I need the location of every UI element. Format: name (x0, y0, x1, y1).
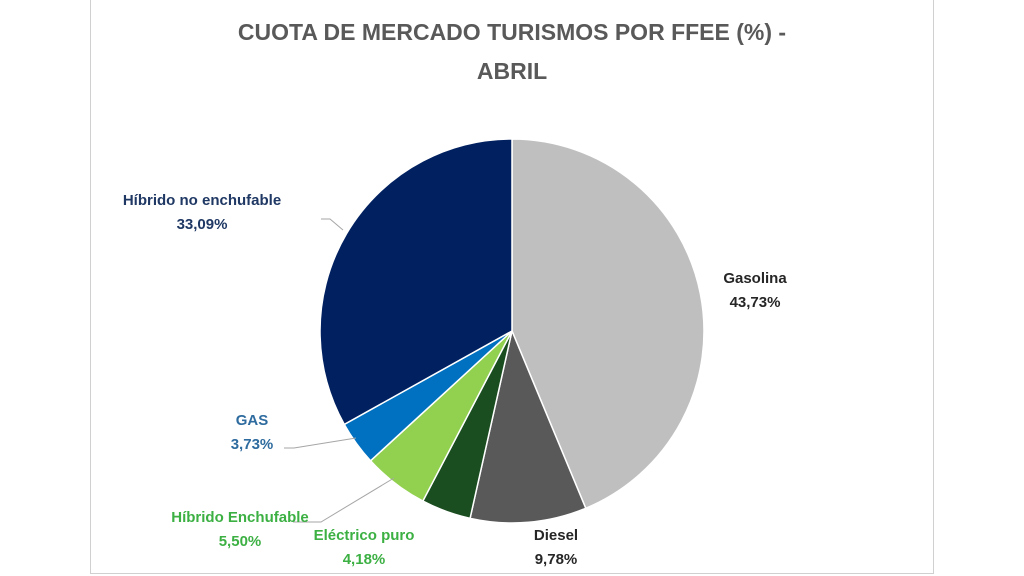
label-value-gasolina: 43,73% (730, 294, 781, 311)
label-name-hibrido-enchufable: Híbrido Enchufable (171, 509, 309, 526)
leader-line-gas (284, 437, 357, 449)
pie-slices (319, 138, 705, 524)
label-name-gas: GAS (236, 412, 269, 429)
chart-title-line-1: CUOTA DE MERCADO TURISMOS POR FFEE (%) - (238, 19, 786, 45)
leader-lines (284, 218, 395, 523)
label-value-electrico-puro: 4,18% (343, 551, 386, 568)
leader-line-hibrido-no-enchufable (321, 218, 344, 231)
slice-hibrido-no-enchufable (319, 138, 513, 426)
chart-title-line-2: ABRIL (477, 58, 547, 84)
leader-line-hibrido-enchufable (293, 477, 395, 523)
label-name-diesel: Diesel (534, 527, 578, 544)
label-name-hibrido-no-enchufable: Híbrido no enchufable (123, 192, 281, 209)
label-value-hibrido-enchufable: 5,50% (219, 533, 262, 550)
slice-gasolina (511, 138, 705, 510)
label-name-gasolina: Gasolina (723, 270, 787, 287)
data-labels: Gasolina 43,73% Diesel 9,78% Eléctrico puro 4… (123, 192, 788, 568)
label-value-hibrido-no-enchufable: 33,09% (177, 216, 228, 233)
label-value-gas: 3,73% (231, 436, 274, 453)
label-value-diesel: 9,78% (535, 551, 578, 568)
label-name-electrico-puro: Eléctrico puro (314, 527, 415, 544)
slice-diesel (469, 328, 587, 524)
